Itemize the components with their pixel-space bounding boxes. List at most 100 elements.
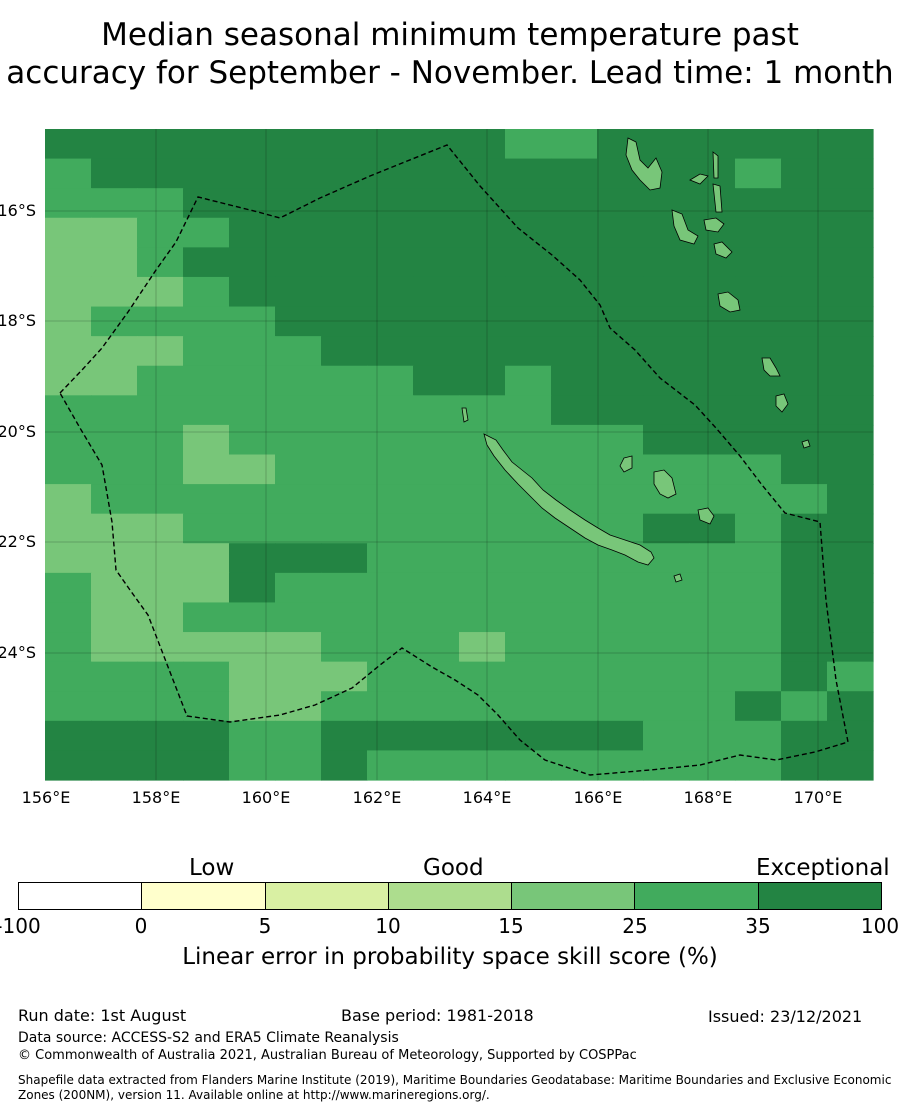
skill-cell: [413, 306, 460, 337]
skill-cell: [597, 424, 644, 456]
skill-cell: [413, 336, 460, 367]
skill-cell: [459, 247, 506, 278]
skill-cell: [321, 158, 368, 189]
skill-cell: [827, 336, 874, 367]
skill-cell: [275, 691, 322, 722]
skill-cell: [597, 572, 644, 604]
skill-cell: [781, 188, 828, 219]
colorbar-tick: 35: [745, 914, 771, 938]
skill-cell: [137, 602, 184, 633]
skill-cell: [321, 129, 368, 160]
skill-cell: [45, 632, 92, 663]
skill-cell: [597, 602, 644, 633]
copyright: © Commonwealth of Australia 2021, Austra…: [18, 1048, 637, 1063]
skill-cell: [183, 336, 230, 367]
skill-cell: [827, 424, 874, 456]
skill-cell: [137, 424, 184, 456]
skill-cell: [781, 720, 828, 752]
lon-label-170e: 170°E: [793, 788, 843, 807]
skill-cell: [735, 691, 782, 722]
skill-cell: [689, 661, 736, 692]
skill-cell: [321, 395, 368, 426]
skill-cell: [459, 543, 506, 574]
skill-cell: [367, 602, 414, 633]
skill-cell: [229, 129, 276, 160]
skill-cell: [229, 217, 276, 248]
skill-cell: [321, 276, 368, 308]
skill-cell: [321, 720, 368, 752]
skill-cell: [781, 572, 828, 604]
skill-cell: [321, 217, 368, 248]
skill-cell: [183, 306, 230, 337]
skill-cell: [91, 306, 138, 337]
skill-cell: [229, 336, 276, 367]
skill-cell: [137, 750, 184, 781]
skill-cell: [275, 247, 322, 278]
islands: [461, 137, 811, 583]
skill-cell: [551, 632, 598, 663]
skill-cell: [597, 484, 644, 515]
skill-cell: [91, 661, 138, 692]
skill-cell: [643, 691, 690, 722]
skill-cell: [229, 602, 276, 633]
skill-cell: [597, 217, 644, 248]
skill-cell: [137, 365, 184, 396]
skill-cell: [551, 158, 598, 189]
skill-cell: [91, 750, 138, 781]
skill-cell: [91, 129, 138, 160]
skill-cell: [459, 661, 506, 692]
skill-cell: [91, 217, 138, 248]
skill-cell: [137, 691, 184, 722]
skill-cell: [91, 395, 138, 426]
skill-cell: [781, 632, 828, 663]
skill-cell: [827, 217, 874, 248]
skill-cell: [735, 572, 782, 604]
skill-cell: [367, 454, 414, 485]
skill-cell: [367, 129, 414, 160]
skill-cell: [551, 306, 598, 337]
colorbar-tick: 100: [860, 914, 900, 938]
skill-cell: [735, 336, 782, 367]
skill-cell: [735, 217, 782, 248]
skill-cell: [551, 572, 598, 604]
skill-cell: [827, 691, 874, 722]
skill-cell: [321, 454, 368, 485]
lon-label-156e: 156°E: [21, 788, 71, 807]
skill-cell: [643, 720, 690, 752]
skill-cell: [827, 661, 874, 692]
vanuatu-island-7: [713, 241, 733, 259]
skill-cell: [505, 632, 552, 663]
skill-cell: [413, 454, 460, 485]
skill-cell: [367, 276, 414, 308]
colorbar-segment: [265, 883, 389, 909]
skill-cell: [275, 543, 322, 574]
skill-cell: [91, 336, 138, 367]
skill-cell: [827, 188, 874, 219]
skill-cell: [827, 632, 874, 663]
skill-cell: [459, 276, 506, 308]
skill-cell: [367, 365, 414, 396]
skill-cell: [735, 632, 782, 663]
skill-cell: [459, 336, 506, 367]
skill-cell: [275, 365, 322, 396]
skill-cell: [505, 543, 552, 574]
skill-cell: [275, 158, 322, 189]
skill-cell: [91, 276, 138, 308]
skill-cell: [275, 336, 322, 367]
skill-cell: [275, 129, 322, 160]
skill-cell: [367, 306, 414, 337]
skill-cell: [689, 454, 736, 485]
map-gridlines: [45, 129, 873, 780]
skill-cell: [597, 661, 644, 692]
skill-cell: [643, 365, 690, 396]
skill-cell: [413, 750, 460, 781]
skill-cell: [137, 484, 184, 515]
lat-label-22s: 22°S: [0, 532, 36, 551]
skill-cell: [735, 395, 782, 426]
skill-cell: [643, 602, 690, 633]
loyalty-island-2: [619, 455, 633, 473]
skill-cell: [183, 720, 230, 752]
lat-label-20s: 20°S: [0, 422, 36, 441]
skill-cell: [413, 720, 460, 752]
new-caledonia-island: [483, 433, 655, 566]
